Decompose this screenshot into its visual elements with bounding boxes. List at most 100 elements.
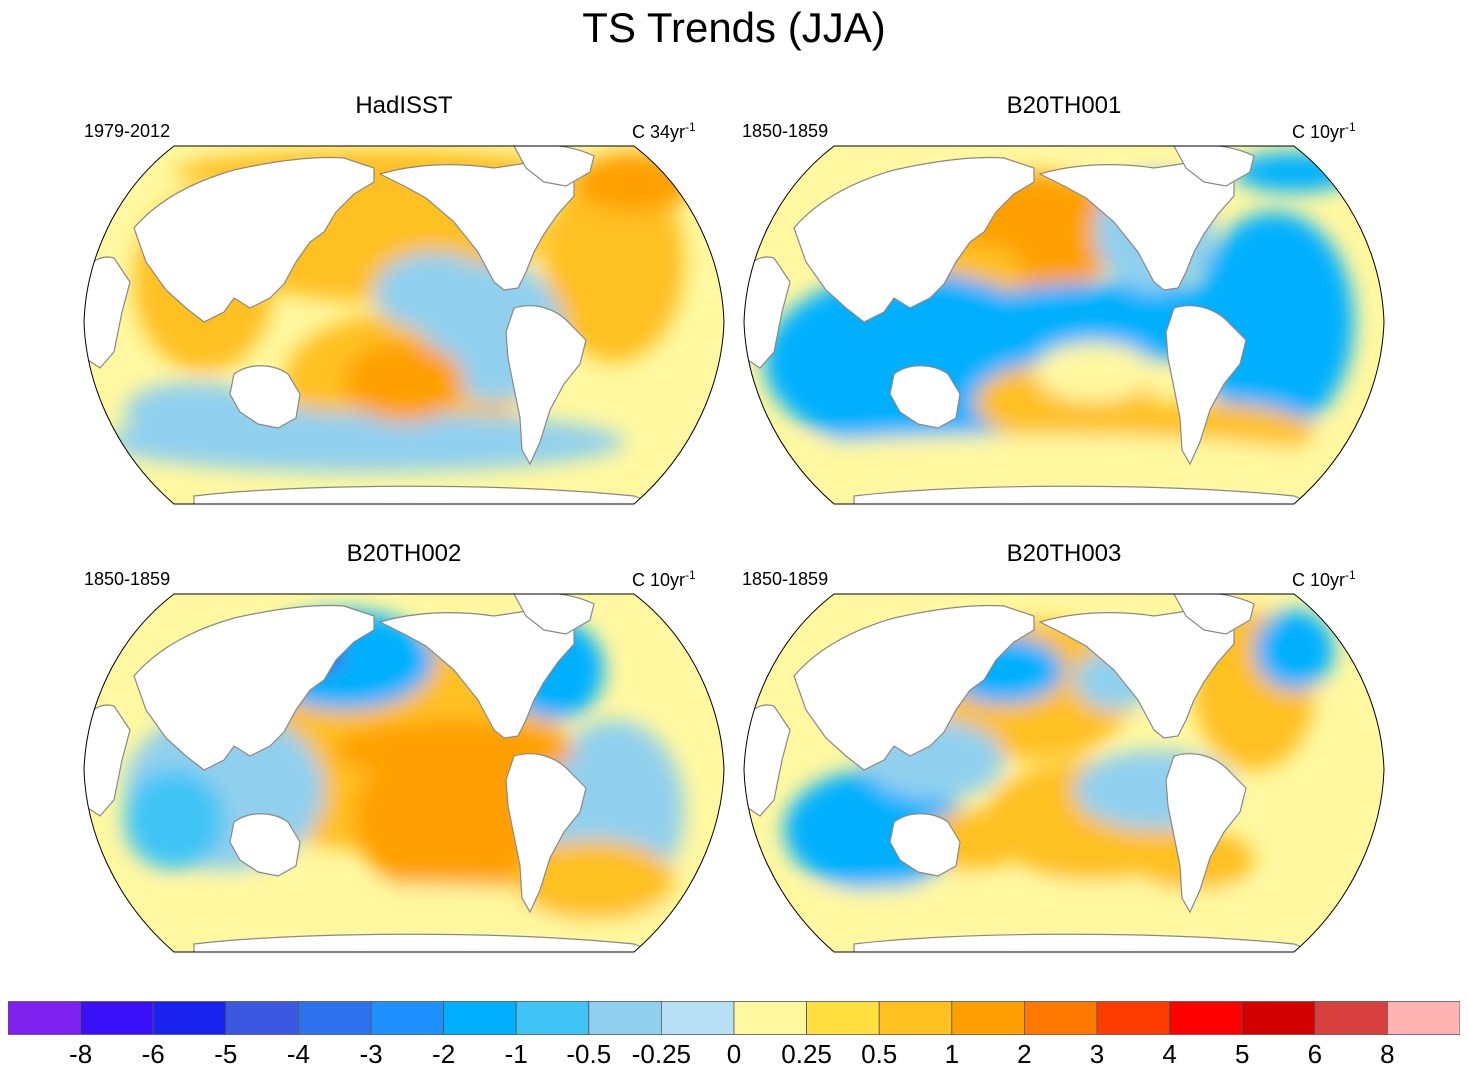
colorbar-label: 0.5 (861, 1039, 898, 1069)
colorbar-label: 4 (1162, 1039, 1177, 1069)
units-exponent: -1 (1345, 568, 1356, 582)
colorbar-labels: -8 -6 -5 -4 -3 -2 -1 -0.5 -0.25 0 0.25 0.5 1 2 3 4 5 6 8 (0, 1036, 1468, 1076)
map-field (84, 146, 724, 504)
panel-period: 1979-2012 (84, 121, 171, 141)
colorbar-label: 3 (1089, 1039, 1105, 1069)
colorbar-label: 0.25 (781, 1039, 832, 1069)
continent (793, 156, 1035, 323)
anomaly-region (354, 740, 554, 900)
anomaly-region (744, 884, 1334, 936)
continent (1165, 753, 1247, 914)
panel-b20th002: B20TH002 1850-1859 C 10yr-1 (74, 540, 734, 980)
anomaly-region (544, 162, 684, 362)
panel-units: C 10yr-1 (632, 564, 696, 591)
anomaly-region (1194, 212, 1354, 432)
continent (505, 753, 587, 914)
continent (229, 365, 301, 429)
colorbar-swatch (225, 1001, 299, 1035)
panel-b20th003: B20TH003 1850-1859 C 10yr-1 (734, 540, 1394, 980)
colorbar (8, 1001, 1460, 1035)
panel-b20th001: B20TH001 1850-1859 C 10yr-1 (734, 92, 1394, 532)
colorbar-label: -0.5 (566, 1039, 612, 1069)
panel-hadisst: HadISST 1979-2012 C 34yr-1 (74, 92, 734, 532)
colorbar-label: 1 (944, 1039, 960, 1069)
colorbar-label: -0.25 (631, 1039, 692, 1069)
colorbar-label: -1 (504, 1039, 528, 1069)
map-outline (83, 145, 725, 505)
colorbar-swatch (80, 1001, 154, 1035)
continent (505, 305, 587, 466)
continent (1173, 146, 1255, 187)
units-exponent: -1 (685, 568, 696, 582)
panel-units: C 34yr-1 (632, 116, 696, 143)
panel-title: HadISST (355, 92, 453, 119)
colorbar-label: -4 (286, 1039, 310, 1069)
colorbar-swatch (297, 1001, 372, 1035)
continent (133, 604, 375, 771)
colorbar-label: -3 (359, 1039, 383, 1069)
colorbar-swatch (1241, 1001, 1316, 1035)
continent (513, 146, 595, 187)
panel-units: C 10yr-1 (1292, 564, 1356, 591)
map-outline (743, 593, 1385, 953)
panel-period: 1850-1859 (84, 569, 171, 589)
world-map (743, 145, 1385, 505)
colorbar-swatch (733, 1001, 807, 1035)
colorbar-swatch (1096, 1001, 1170, 1035)
colorbar-label: 6 (1307, 1039, 1323, 1069)
map-field (744, 146, 1384, 504)
continent (1173, 594, 1255, 635)
panel-title: B20TH002 (346, 540, 462, 567)
map-field (744, 594, 1384, 952)
colorbar-swatch (8, 1001, 81, 1035)
colorbar-swatch (1169, 1001, 1243, 1035)
continent (853, 485, 1335, 504)
continent (853, 933, 1335, 952)
continent (229, 813, 301, 877)
continent (793, 604, 1035, 771)
panel-title: B20TH003 (1006, 540, 1122, 567)
units-exponent: -1 (1345, 120, 1356, 134)
colorbar-label: 2 (1017, 1039, 1032, 1069)
continent (1165, 305, 1247, 466)
world-map (743, 593, 1385, 953)
colorbar-swatch (515, 1001, 590, 1035)
colorbar-label: 5 (1234, 1039, 1250, 1069)
map-outline (743, 145, 1385, 505)
continent (513, 594, 595, 635)
anomaly-region (124, 770, 224, 870)
units-base: C 10yr (1292, 122, 1346, 142)
units-exponent: -1 (685, 120, 696, 134)
colorbar-swatch (1024, 1001, 1098, 1035)
units-base: C 10yr (1292, 570, 1346, 590)
colorbar-swatch (806, 1001, 880, 1035)
map-outline (83, 593, 725, 953)
units-base: C 34yr (632, 122, 686, 142)
panel-period: 1850-1859 (742, 569, 829, 589)
colorbar-swatch (443, 1001, 517, 1035)
colorbar-label: -6 (141, 1039, 165, 1069)
colorbar-swatch (878, 1001, 953, 1035)
colorbar-label: -2 (432, 1039, 456, 1069)
anomaly-region (1254, 610, 1334, 690)
panel-units: C 10yr-1 (1292, 116, 1356, 143)
colorbar-label: 0 (726, 1039, 742, 1069)
colorbar-swatch (951, 1001, 1025, 1035)
panel-title: B20TH001 (1006, 92, 1122, 119)
colorbar-swatch (661, 1001, 735, 1035)
world-map (83, 145, 725, 505)
anomaly-region (1034, 342, 1154, 402)
continent (889, 813, 961, 877)
colorbar-swatch (1387, 1001, 1460, 1035)
units-base: C 10yr (632, 570, 686, 590)
colorbar-swatch (370, 1001, 444, 1035)
colorbar-label: -5 (214, 1039, 238, 1069)
map-field (84, 594, 724, 952)
anomaly-region (744, 434, 1334, 490)
world-map (83, 593, 725, 953)
continent (193, 485, 675, 504)
continent (193, 933, 675, 952)
anomaly-region (374, 252, 494, 332)
figure-title: TS Trends (JJA) (582, 4, 886, 51)
continent (889, 365, 961, 429)
